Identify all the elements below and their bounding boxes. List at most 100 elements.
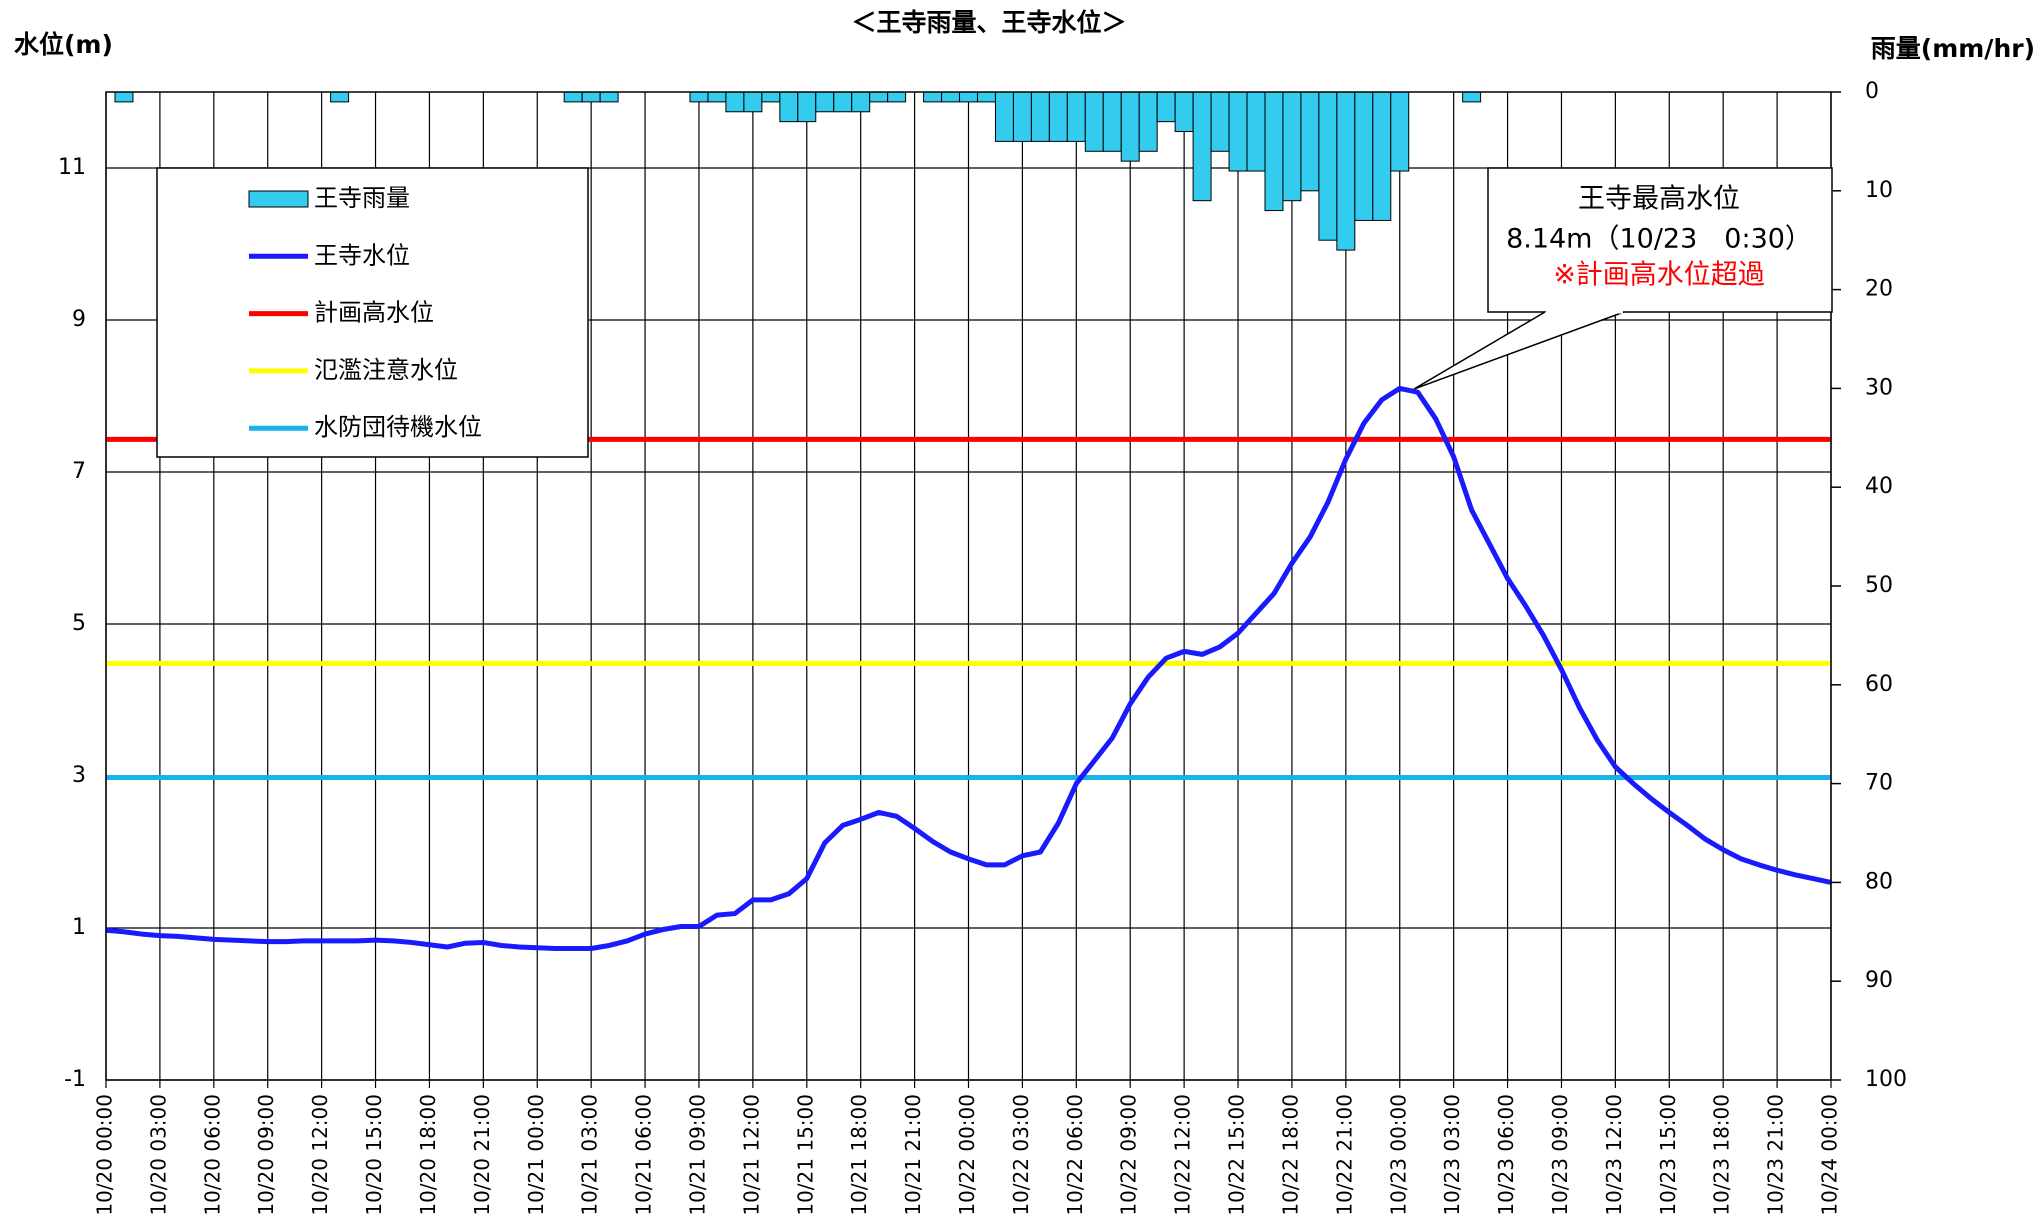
x-tick-label: 10/21 03:00	[578, 1094, 602, 1216]
x-tick-label: 10/24 00:00	[1818, 1094, 1842, 1216]
annotation-title: 王寺最高水位	[1578, 184, 1740, 215]
rain-bar	[1174, 91, 1194, 133]
rain-bar	[1372, 91, 1392, 221]
rain-bar	[1462, 91, 1482, 103]
x-tick-label: 10/23 09:00	[1548, 1094, 1572, 1216]
y-tick-label: 9	[72, 307, 86, 332]
x-tick-label: 10/21 06:00	[632, 1094, 656, 1216]
x-tick-label: 10/20 09:00	[254, 1094, 278, 1216]
rain-bar	[761, 91, 781, 103]
legend-label: 氾濫注意水位	[314, 356, 458, 384]
x-tick-label: 10/21 00:00	[524, 1094, 548, 1216]
rain-bar	[1228, 91, 1248, 172]
rain-bar	[1084, 91, 1104, 152]
x-tick-label: 10/22 00:00	[955, 1094, 979, 1216]
rain-bar	[1264, 91, 1284, 212]
y2-tick-label: 100	[1865, 1067, 1907, 1092]
legend-label: 計画高水位	[314, 299, 434, 327]
rain-bar	[833, 91, 853, 113]
y2-tick-label: 50	[1865, 573, 1893, 598]
x-tick-label: 10/22 12:00	[1171, 1094, 1195, 1216]
rain-bar	[1210, 91, 1230, 152]
rain-bar	[114, 91, 134, 103]
rain-bar	[797, 91, 817, 123]
x-tick-label: 10/20 00:00	[93, 1094, 117, 1216]
rain-bar	[959, 91, 978, 103]
rain-bar	[815, 91, 835, 113]
rain-bar	[1102, 91, 1122, 152]
x-tick-label: 10/20 03:00	[146, 1094, 170, 1216]
legend-box	[156, 167, 589, 458]
x-tick-label: 10/23 03:00	[1440, 1094, 1464, 1216]
rain-bar	[994, 91, 1014, 142]
y-tick-label: 5	[72, 611, 86, 636]
x-tick-label: 10/22 03:00	[1009, 1094, 1033, 1216]
plot-frame	[105, 91, 1832, 1081]
y2-tick-label: 30	[1865, 375, 1893, 400]
y2-tick-label: 70	[1865, 771, 1893, 796]
x-tick-label: 10/20 15:00	[362, 1094, 386, 1216]
rain-bar	[1390, 91, 1410, 172]
annotation-note: ※計画高水位超過	[1553, 260, 1765, 291]
rain-bar	[689, 91, 709, 103]
rain-bar	[1012, 91, 1032, 142]
y2-tick-label: 20	[1865, 277, 1893, 302]
rain-bar	[1300, 91, 1320, 192]
legend-label: 水防団待機水位	[314, 413, 482, 441]
y2-axis-label: 雨量(mm/hr)	[1871, 34, 2035, 63]
rain-bar	[1048, 91, 1068, 142]
legend-label: 王寺水位	[314, 241, 410, 269]
rain-bar	[725, 91, 745, 113]
rain-bar	[743, 91, 763, 113]
rain-bar	[1120, 91, 1140, 162]
rain-bar	[923, 91, 943, 103]
x-tick-label: 10/23 21:00	[1764, 1094, 1788, 1216]
y-tick-label: 3	[72, 763, 86, 788]
rain-bar	[1030, 91, 1050, 142]
x-tick-label: 10/21 21:00	[901, 1094, 925, 1216]
rain-bar	[563, 91, 583, 103]
x-tick-label: 10/23 12:00	[1602, 1094, 1626, 1216]
rain-bar	[1246, 91, 1266, 172]
y-tick-label: 1	[72, 915, 86, 940]
rain-bar	[1318, 91, 1338, 241]
rain-bar	[869, 91, 889, 103]
rain-bar	[599, 91, 619, 103]
x-tick-label: 10/22 06:00	[1063, 1094, 1087, 1216]
rain-bar	[1282, 91, 1302, 202]
rain-bar	[1156, 91, 1176, 123]
rain-bar	[581, 91, 601, 103]
rain-bar	[707, 91, 727, 103]
rain-bar	[1336, 91, 1356, 251]
rain-bar	[887, 91, 907, 103]
y2-tick-label: 0	[1865, 79, 1879, 104]
x-tick-label: 10/21 18:00	[847, 1094, 871, 1216]
y2-tick-label: 60	[1865, 672, 1893, 697]
y2-tick-label: 90	[1865, 968, 1893, 993]
y2-tick-label: 80	[1865, 869, 1893, 894]
x-tick-label: 10/23 00:00	[1386, 1094, 1410, 1216]
annotation-pointer	[1413, 311, 1625, 390]
y2-tick-label: 10	[1865, 178, 1893, 203]
annotation-box	[1487, 167, 1833, 313]
x-tick-label: 10/23 06:00	[1494, 1094, 1518, 1216]
legend-label: 王寺雨量	[314, 184, 410, 212]
y-tick-label: 11	[58, 155, 86, 180]
annotation-text: 8.14m（10/23 0:30）	[1506, 224, 1812, 255]
water-level-line	[105, 385, 1832, 952]
x-tick-label: 10/23 18:00	[1710, 1094, 1734, 1216]
rain-bar	[1066, 91, 1086, 142]
x-tick-label: 10/20 21:00	[470, 1094, 494, 1216]
y-tick-label: -1	[64, 1067, 86, 1092]
rain-bar	[976, 91, 996, 103]
rain-bar	[941, 91, 961, 103]
chart-title: ＜王寺雨量、王寺水位＞	[851, 8, 1126, 37]
y2-tick-label: 40	[1865, 474, 1893, 499]
rain-bar	[1138, 91, 1158, 152]
rain-bar	[851, 91, 871, 113]
x-tick-label: 10/20 18:00	[416, 1094, 440, 1216]
x-tick-label: 10/22 09:00	[1117, 1094, 1141, 1216]
x-tick-label: 10/21 09:00	[685, 1094, 709, 1216]
rain-bar	[1192, 91, 1212, 202]
